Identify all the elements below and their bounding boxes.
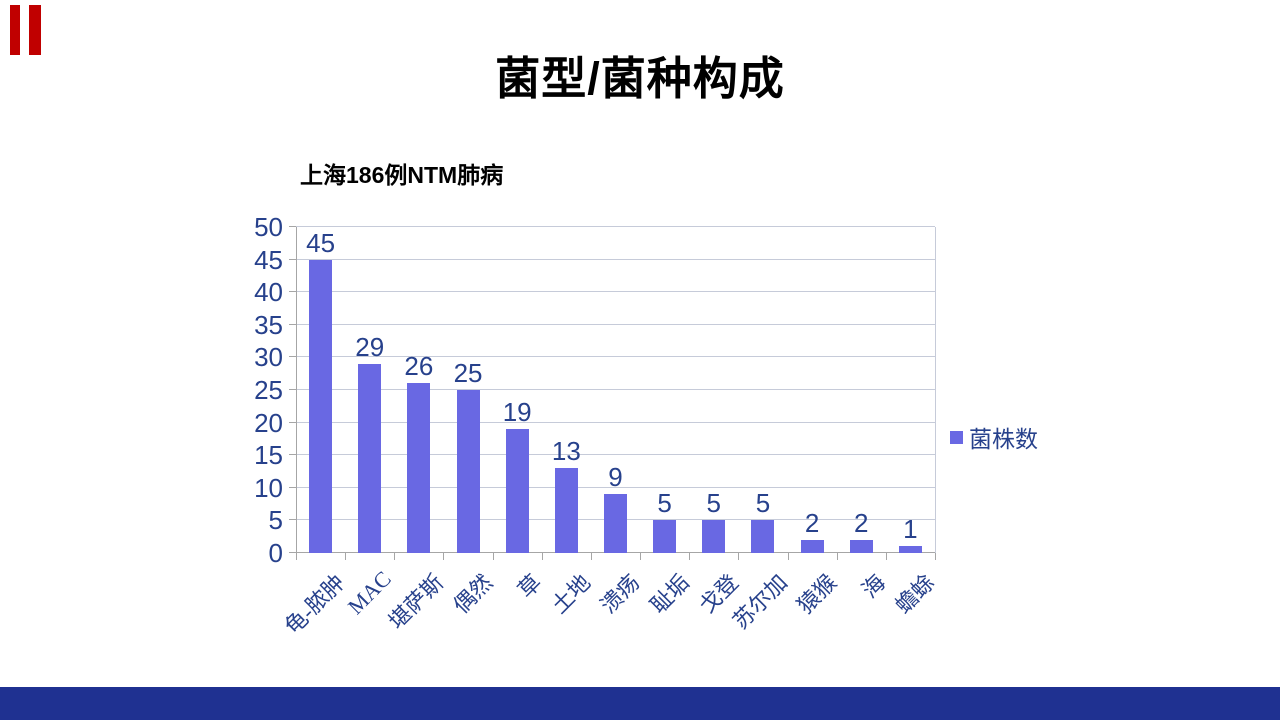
x-axis-tick: [836, 553, 838, 560]
bar-value-label: 19: [502, 397, 532, 428]
gridline: [296, 486, 935, 488]
gridline: [296, 258, 935, 260]
bar-value-label: 2: [854, 507, 869, 538]
x-axis-tick: [738, 553, 740, 560]
bar-value-label: 2: [804, 507, 820, 538]
bar-value-label: 13: [551, 436, 581, 467]
x-axis-category-label: 溃疡: [595, 569, 645, 619]
x-axis-tick: [885, 553, 887, 560]
y-axis-tick: [289, 258, 296, 260]
y-axis-tick: [289, 552, 296, 553]
bar: [849, 539, 873, 553]
legend-swatch: [950, 430, 963, 444]
bar: [702, 520, 726, 553]
bar: [456, 390, 480, 553]
bar: [358, 363, 382, 553]
x-axis-category-label: 草: [513, 569, 547, 603]
bar: [604, 494, 627, 553]
y-axis-tick-label: 5: [268, 505, 283, 536]
bar: [407, 383, 431, 553]
x-axis-tick: [345, 553, 347, 560]
y-axis-tick-label: 30: [254, 342, 283, 373]
x-axis-tick: [787, 553, 789, 560]
y-axis-tick-label: 45: [254, 244, 283, 275]
y-axis-tick-label: 50: [254, 212, 283, 242]
y-axis-tick-label: 0: [268, 538, 283, 568]
y-axis-tick: [289, 291, 296, 293]
y-axis-tick-label: 35: [254, 309, 283, 340]
bar: [309, 259, 333, 553]
x-axis-category-label: 耻垢: [645, 569, 694, 619]
y-axis-tick: [289, 226, 296, 227]
bar-value-label: 29: [355, 331, 385, 362]
y-axis-tick: [289, 454, 296, 456]
chart-legend: 菌株数: [950, 420, 1038, 454]
bar-value-label: 9: [608, 462, 623, 493]
gridline: [296, 454, 935, 456]
bar-value-label: 25: [453, 358, 483, 388]
x-axis-category-label: 海: [857, 569, 891, 603]
bar: [800, 539, 824, 553]
plot-right-border: [935, 227, 936, 553]
bar-value-label: 5: [755, 488, 771, 519]
bar: [898, 546, 922, 553]
gridline: [296, 356, 935, 358]
y-axis-tick: [289, 519, 296, 521]
x-axis-tick: [590, 553, 592, 560]
bar-value-label: 45: [306, 227, 336, 258]
bar: [505, 429, 529, 553]
y-axis-tick: [289, 486, 296, 488]
y-axis-tick-label: 10: [254, 472, 283, 503]
x-axis-category-label: 土地: [546, 569, 596, 619]
bar-value-label: 5: [657, 488, 672, 519]
x-axis-tick: [640, 553, 642, 560]
y-axis-tick-label: 20: [254, 407, 283, 438]
bar: [751, 520, 775, 553]
chart-title: 上海186例NTM肺病: [300, 162, 504, 188]
y-axis-line: [296, 227, 297, 553]
y-axis-tick-label: 25: [254, 375, 283, 405]
x-axis-tick: [935, 553, 936, 560]
gridline: [296, 291, 935, 293]
y-axis-tick: [289, 323, 296, 325]
x-axis-category-label: 偶然: [448, 569, 498, 619]
x-axis-tick: [541, 553, 543, 560]
y-axis-tick-label: 15: [254, 440, 283, 471]
y-axis-tick: [289, 356, 296, 358]
gridline: [296, 421, 935, 423]
x-axis-category-label: 蟾蜍: [890, 569, 940, 619]
gridline: [296, 226, 935, 227]
red-accent-bar-2: [29, 5, 41, 55]
x-axis-category-label: 堪萨斯: [383, 569, 449, 634]
legend-label: 菌株数: [969, 427, 1038, 452]
slide-title: 菌型/菌种构成: [495, 53, 785, 104]
y-axis-tick: [289, 389, 296, 390]
x-axis-category-label: 猿猴: [792, 569, 842, 619]
x-axis-tick: [492, 553, 494, 560]
red-accent-bar-1: [10, 5, 20, 55]
bar-value-label: 5: [706, 488, 722, 519]
y-axis-tick: [289, 421, 296, 423]
bar: [653, 520, 677, 553]
x-axis-tick: [443, 553, 445, 560]
x-axis-tick: [394, 553, 396, 560]
x-axis-tick: [689, 553, 691, 560]
x-axis-tick: [296, 553, 297, 560]
gridline: [296, 323, 935, 325]
x-axis-category-label: 龟-脓肿: [280, 569, 350, 640]
footer-bar: [0, 687, 1280, 720]
bar: [554, 468, 578, 553]
bar-value-label: 26: [404, 351, 434, 382]
y-axis-tick-label: 40: [254, 277, 283, 308]
x-axis-category-label: 苏尔加: [727, 569, 793, 634]
bar-value-label: 1: [903, 514, 918, 545]
gridline: [296, 389, 935, 390]
